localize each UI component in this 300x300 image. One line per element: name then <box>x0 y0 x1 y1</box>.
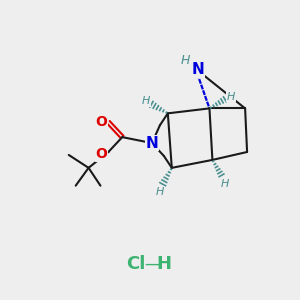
Text: H: H <box>227 92 236 101</box>
Text: N: N <box>191 62 204 77</box>
Text: N: N <box>146 136 158 151</box>
Text: H: H <box>181 54 190 67</box>
Text: Cl: Cl <box>126 255 146 273</box>
Text: O: O <box>95 115 107 129</box>
Text: H: H <box>142 97 150 106</box>
Text: H: H <box>221 179 230 189</box>
Text: H: H <box>156 255 171 273</box>
Text: —: — <box>145 255 161 273</box>
Text: H: H <box>156 187 164 196</box>
Text: O: O <box>95 147 107 161</box>
